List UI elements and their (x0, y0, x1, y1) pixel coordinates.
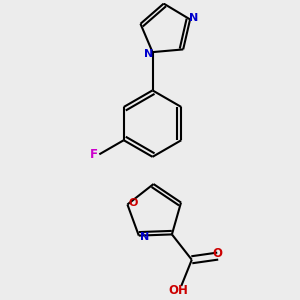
Text: N: N (190, 14, 199, 23)
Text: O: O (128, 199, 138, 208)
Text: N: N (144, 49, 153, 59)
Text: OH: OH (168, 284, 188, 298)
Text: F: F (90, 148, 98, 161)
Text: O: O (213, 247, 223, 260)
Text: N: N (140, 232, 149, 242)
